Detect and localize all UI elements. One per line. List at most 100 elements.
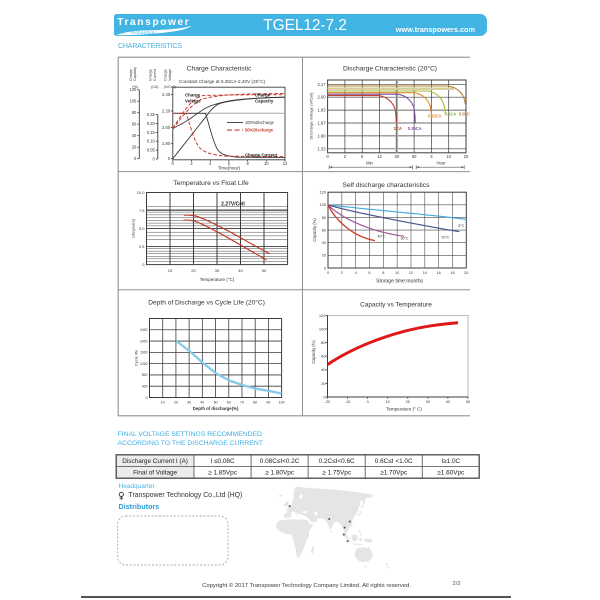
svg-text:2: 2 xyxy=(190,161,193,166)
svg-text:Charge: Charge xyxy=(185,93,201,98)
svg-text:Charge Current: Charge Current xyxy=(245,153,278,158)
svg-text:40: 40 xyxy=(446,400,450,404)
svg-text:1.83: 1.83 xyxy=(317,108,326,113)
svg-text:1.60: 1.60 xyxy=(317,133,326,138)
svg-text:I ≤0.08C: I ≤0.08C xyxy=(210,458,234,465)
svg-text:Charge: Charge xyxy=(149,69,153,81)
svg-text:100%Discharge: 100%Discharge xyxy=(245,120,275,125)
svg-text:Current: Current xyxy=(153,69,157,81)
svg-text:Voltage: Voltage xyxy=(168,69,172,81)
svg-text:2: 2 xyxy=(341,271,343,275)
svg-text:Constant Charge at 0.25CA-2.40: Constant Charge at 0.25CA-2.40V (20°C) xyxy=(179,79,266,84)
svg-text:≥ 1.80Vpc: ≥ 1.80Vpc xyxy=(265,470,295,477)
svg-text:50: 50 xyxy=(262,268,267,273)
svg-text:50: 50 xyxy=(214,401,218,405)
svg-text:0.25: 0.25 xyxy=(147,112,156,117)
svg-text:4: 4 xyxy=(355,271,357,275)
svg-text:20: 20 xyxy=(174,401,178,405)
svg-text:Depth of Discharge vs Cycle Li: Depth of Discharge vs Cycle Life (20°C) xyxy=(148,299,265,307)
svg-text:Cycle life: Cycle life xyxy=(134,349,139,366)
svg-text:10: 10 xyxy=(264,161,269,166)
svg-text:Transpower: Transpower xyxy=(117,16,190,27)
svg-text:20: 20 xyxy=(464,154,469,159)
svg-text:Final of Voltage: Final of Voltage xyxy=(133,470,177,477)
svg-text:0: 0 xyxy=(327,271,329,275)
svg-text:20: 20 xyxy=(406,400,410,404)
svg-text:1CA: 1CA xyxy=(394,126,402,131)
svg-text:120: 120 xyxy=(129,87,137,92)
svg-text:I≥1.0C: I≥1.0C xyxy=(441,458,460,465)
svg-text:Depth of discharge(%): Depth of discharge(%) xyxy=(193,406,239,411)
svg-text:0.2C≤I<0.6C: 0.2C≤I<0.6C xyxy=(319,458,355,465)
svg-text:4: 4 xyxy=(209,161,212,166)
svg-text:0.20: 0.20 xyxy=(147,121,156,126)
svg-text:(CA): (CA) xyxy=(151,85,158,89)
svg-text:60: 60 xyxy=(412,154,417,159)
svg-text:3: 3 xyxy=(430,154,433,159)
svg-text:Time(hour): Time(hour) xyxy=(218,166,241,171)
svg-text:0.6C≤I <1.0C: 0.6C≤I <1.0C xyxy=(375,458,413,465)
svg-text:50%Discharge: 50%Discharge xyxy=(245,128,274,133)
svg-text:Self discharge characteristics: Self discharge characteristics xyxy=(343,182,431,189)
svg-text:Capacity vs Temperature: Capacity vs Temperature xyxy=(360,302,432,309)
svg-text:Charge Characteristic: Charge Characteristic xyxy=(187,66,252,73)
svg-text:800: 800 xyxy=(142,373,148,377)
svg-text:≥1.60Vpc: ≥1.60Vpc xyxy=(437,470,465,477)
svg-text:12: 12 xyxy=(377,154,382,159)
svg-text:8: 8 xyxy=(246,161,249,166)
svg-text:Hour: Hour xyxy=(436,161,446,166)
svg-text:10: 10 xyxy=(386,400,390,404)
svg-text:100: 100 xyxy=(320,203,326,207)
svg-text:-10: -10 xyxy=(345,400,351,404)
svg-text:40: 40 xyxy=(238,268,243,273)
svg-text:10: 10 xyxy=(395,271,399,275)
svg-text:120: 120 xyxy=(320,191,326,195)
svg-text:12: 12 xyxy=(283,161,288,166)
svg-text:90: 90 xyxy=(266,401,270,405)
svg-text:60: 60 xyxy=(321,354,326,359)
svg-text:0.35CA: 0.35CA xyxy=(408,126,422,131)
svg-text:6: 6 xyxy=(228,161,231,166)
svg-text:30: 30 xyxy=(395,154,400,159)
svg-text:20: 20 xyxy=(132,145,137,150)
svg-text:10: 10 xyxy=(168,268,173,273)
svg-text:0: 0 xyxy=(153,157,156,162)
svg-text:1.33: 1.33 xyxy=(317,146,326,151)
svg-text:80: 80 xyxy=(132,110,137,115)
svg-text:7.5: 7.5 xyxy=(139,208,145,213)
svg-text:80: 80 xyxy=(321,340,326,345)
svg-text:0.1CA: 0.1CA xyxy=(445,111,457,116)
svg-text:Capacity: Capacity xyxy=(133,67,137,81)
svg-text:20: 20 xyxy=(191,268,196,273)
svg-text:10.0: 10.0 xyxy=(137,190,146,195)
svg-text:14: 14 xyxy=(423,271,427,275)
svg-text:-20: -20 xyxy=(325,400,331,404)
svg-text:Capacity (%): Capacity (%) xyxy=(311,340,316,364)
svg-text:70: 70 xyxy=(240,401,244,405)
svg-text:40: 40 xyxy=(322,241,326,245)
svg-text:18: 18 xyxy=(450,271,454,275)
svg-text:20: 20 xyxy=(464,271,468,275)
svg-text:≥ 1.85Vpc: ≥ 1.85Vpc xyxy=(208,470,238,477)
svg-text:20°C: 20°C xyxy=(442,236,450,240)
svg-text:100: 100 xyxy=(319,326,326,331)
svg-text:Capacity: Capacity xyxy=(255,99,274,104)
svg-text:8: 8 xyxy=(382,271,384,275)
svg-text:0.05CA: 0.05CA xyxy=(459,111,470,116)
svg-text:≥ 1.75Vpc: ≥ 1.75Vpc xyxy=(322,470,352,477)
svg-text:0: 0 xyxy=(134,156,137,161)
svg-text:2.27V/Cell: 2.27V/Cell xyxy=(221,202,245,208)
svg-text:30: 30 xyxy=(215,268,220,273)
svg-text:40: 40 xyxy=(321,367,326,372)
svg-text:30: 30 xyxy=(187,401,191,405)
svg-text:≥1.70Vpc: ≥1.70Vpc xyxy=(380,470,408,477)
svg-text:100: 100 xyxy=(129,99,137,104)
svg-text:0.10: 0.10 xyxy=(147,139,156,144)
svg-text:0: 0 xyxy=(142,262,145,267)
svg-text:0: 0 xyxy=(326,154,329,159)
svg-text:2.5: 2.5 xyxy=(139,244,145,249)
svg-text:20: 20 xyxy=(322,254,326,258)
svg-text:0: 0 xyxy=(168,156,171,161)
svg-text:2: 2 xyxy=(344,154,347,159)
svg-text:100: 100 xyxy=(279,401,285,405)
